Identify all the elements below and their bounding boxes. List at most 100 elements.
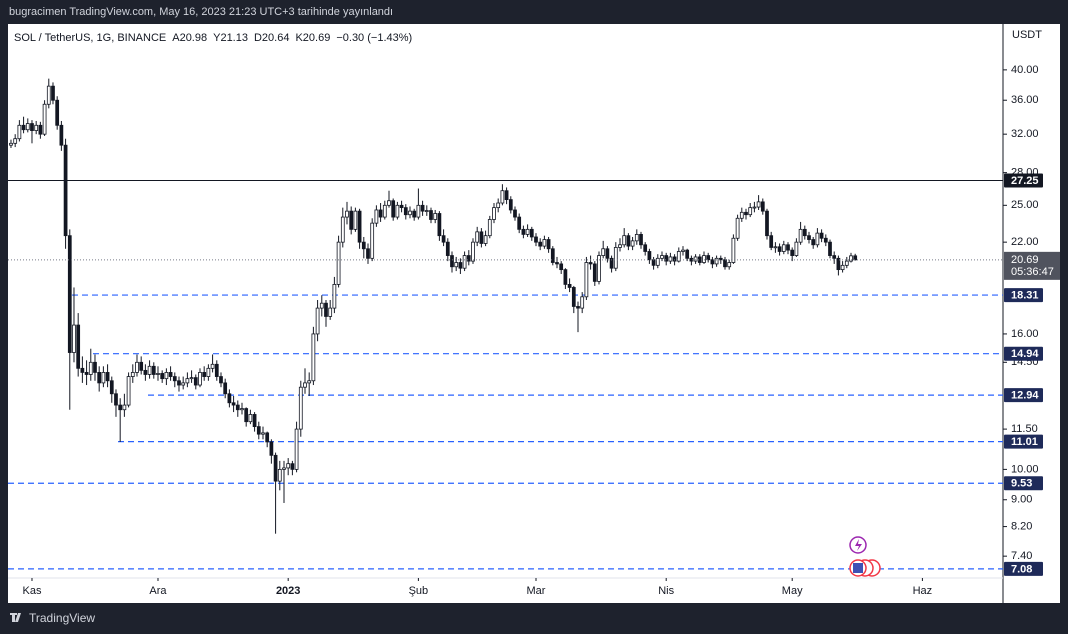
y-tick-label: 8.20 <box>1011 520 1032 532</box>
candle-body <box>592 263 597 282</box>
candle-body <box>483 235 488 244</box>
candle <box>693 254 698 264</box>
candle <box>282 460 286 503</box>
candle <box>538 238 543 251</box>
candle-body <box>618 244 622 248</box>
candle-body <box>529 228 534 238</box>
candle <box>235 400 240 417</box>
candle-body <box>315 307 320 335</box>
candle-body <box>605 248 610 259</box>
x-tick-label: Kas <box>22 585 41 597</box>
candle-body <box>664 255 669 262</box>
candle-body <box>42 103 47 135</box>
candle <box>466 250 471 266</box>
candle <box>513 206 517 221</box>
candle <box>647 248 652 264</box>
candle <box>508 196 513 214</box>
candle-body <box>130 372 135 377</box>
candle <box>609 255 614 273</box>
candle <box>395 201 400 220</box>
candle-body <box>580 296 585 309</box>
candle <box>349 206 354 235</box>
candle <box>84 360 89 386</box>
candle-body <box>508 199 513 211</box>
candle-body <box>752 206 757 209</box>
candle <box>382 200 387 220</box>
price-tag: 20.69 <box>1011 254 1039 266</box>
candle <box>727 259 732 270</box>
candle <box>311 326 316 386</box>
candle <box>206 364 211 381</box>
candle <box>319 295 324 317</box>
candle-body <box>773 246 778 249</box>
candle-body <box>139 361 144 371</box>
level-tag: 7.08 <box>1011 563 1032 575</box>
candle-body <box>51 85 55 101</box>
candle-body <box>429 210 433 220</box>
candle-body <box>55 99 60 126</box>
candle-body <box>387 200 391 206</box>
candle-body <box>588 262 593 265</box>
y-tick-label: 32.00 <box>1011 128 1039 140</box>
candle-body <box>550 248 555 263</box>
candle <box>807 231 811 244</box>
candle <box>265 431 270 448</box>
brand-logo <box>10 613 21 622</box>
candle <box>786 242 790 255</box>
candle-body <box>63 144 68 237</box>
candle-body <box>210 363 215 369</box>
candle-body <box>181 382 186 386</box>
candle-body <box>521 228 526 235</box>
candle <box>517 213 522 234</box>
candle <box>374 205 379 227</box>
candle <box>630 236 635 251</box>
candle-body <box>777 246 782 252</box>
candle-body <box>290 463 295 470</box>
candle-body <box>416 204 421 218</box>
candle <box>55 96 60 130</box>
candle-body <box>727 262 732 268</box>
candle-body <box>97 372 102 384</box>
candle <box>802 225 807 240</box>
candle <box>248 409 253 425</box>
candle-body <box>240 408 244 411</box>
candle-body <box>34 124 39 131</box>
candle-body <box>72 324 76 353</box>
chart-area <box>8 24 1060 603</box>
candle-body <box>361 241 366 250</box>
candle <box>601 240 606 259</box>
candle-body <box>487 219 492 237</box>
candle-body <box>672 256 677 262</box>
candle-body <box>794 241 799 256</box>
candle <box>685 248 690 262</box>
candle <box>97 366 102 392</box>
candle-body <box>172 376 177 382</box>
candle-body <box>647 251 652 261</box>
candle-body <box>340 216 345 243</box>
y-tick-label: 40.00 <box>1011 64 1039 76</box>
candle <box>567 278 572 293</box>
candle-body <box>84 372 89 375</box>
candle-body <box>685 249 690 259</box>
candle-body <box>441 235 446 243</box>
candle-body <box>832 255 837 259</box>
candle-body <box>298 386 303 430</box>
published-note: bugracimen TradingView.com, May 16, 2023… <box>9 6 393 18</box>
candle-body <box>252 414 257 428</box>
candle <box>214 360 219 381</box>
candle <box>332 276 337 314</box>
candle <box>681 246 685 256</box>
candle-body <box>408 210 412 216</box>
candle <box>210 354 215 373</box>
candle <box>790 247 795 262</box>
candle-body <box>366 248 370 259</box>
candle-body <box>655 257 660 266</box>
candle-body <box>639 234 643 246</box>
x-tick-label: Ara <box>149 585 167 597</box>
candle <box>487 215 492 239</box>
candle-body <box>756 201 761 208</box>
candle-body <box>714 257 719 265</box>
candle <box>202 366 207 381</box>
candle <box>273 452 278 534</box>
candle-body <box>731 237 736 263</box>
